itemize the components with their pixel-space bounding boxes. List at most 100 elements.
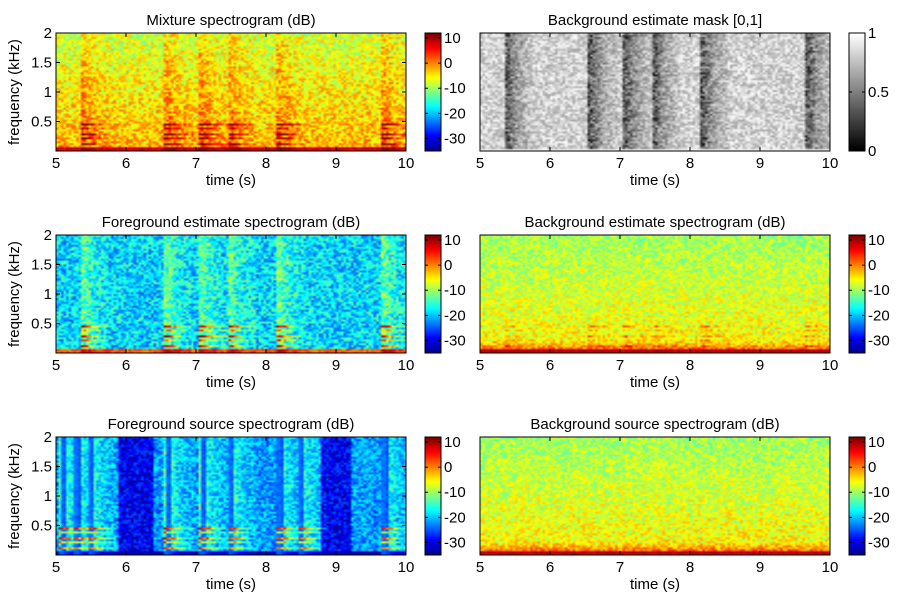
x-tick-label: 8 bbox=[686, 357, 694, 374]
colorbar-tick-label: 0.5 bbox=[868, 84, 889, 101]
colorbar-tick-label: -20 bbox=[868, 509, 890, 526]
x-tick-label: 10 bbox=[822, 357, 839, 374]
colorbar-tick-label: -30 bbox=[868, 332, 890, 349]
x-tick-label: 7 bbox=[616, 357, 624, 374]
colorbar-tick-label: -30 bbox=[444, 534, 466, 551]
subplot-title: Background estimate spectrogram (dB) bbox=[525, 214, 786, 231]
x-tick-label: 6 bbox=[546, 559, 554, 576]
x-tick-label: 10 bbox=[398, 155, 415, 172]
colorbar-tick-label: 10 bbox=[444, 232, 461, 249]
x-tick-label: 10 bbox=[398, 357, 415, 374]
x-tick-label: 7 bbox=[192, 357, 200, 374]
colorbar-gradient bbox=[425, 235, 441, 353]
colorbar-tick-label: -10 bbox=[868, 484, 890, 501]
y-tick-label: 1.5 bbox=[31, 257, 52, 274]
subplot-3: Foreground estimate spectrogram (dB) 5 6 7 8… bbox=[6, 214, 466, 391]
y-tick-label: 0.5 bbox=[31, 316, 52, 333]
x-tick-label: 5 bbox=[52, 559, 60, 576]
x-tick-label: 10 bbox=[398, 559, 415, 576]
x-tick-label: 9 bbox=[756, 155, 764, 172]
x-tick-label: 6 bbox=[546, 155, 554, 172]
y-tick-label: 0.5 bbox=[31, 518, 52, 535]
spectrogram-image bbox=[56, 33, 406, 151]
colorbar-tick-label: 10 bbox=[868, 434, 885, 451]
spectrogram-image bbox=[56, 437, 406, 555]
x-axis-label: time (s) bbox=[206, 374, 256, 391]
y-axis-label: frequency (kHz) bbox=[6, 443, 23, 549]
colorbar-tick-label: 0 bbox=[444, 55, 452, 72]
colorbar-gradient bbox=[425, 33, 441, 151]
y-tick-label: 1 bbox=[44, 84, 52, 101]
spectrogram-image bbox=[480, 437, 830, 555]
subplot-title: Background source spectrogram (dB) bbox=[530, 416, 779, 433]
x-tick-label: 5 bbox=[476, 357, 484, 374]
subplot-title: Foreground source spectrogram (dB) bbox=[108, 416, 355, 433]
colorbar-frame bbox=[424, 32, 442, 152]
colorbar-tick-label: -10 bbox=[444, 484, 466, 501]
y-tick-label: 1 bbox=[44, 488, 52, 505]
colorbar-tick-label: 0 bbox=[868, 257, 876, 274]
x-tick-label: 8 bbox=[686, 155, 694, 172]
colorbar-frame bbox=[848, 234, 866, 354]
subplot-title: Mixture spectrogram (dB) bbox=[146, 12, 315, 29]
colorbar-tick-label: 0 bbox=[444, 459, 452, 476]
x-tick-label: 6 bbox=[122, 155, 130, 172]
colorbar-gradient bbox=[425, 437, 441, 555]
colorbar-tick-label: -20 bbox=[868, 307, 890, 324]
x-axis-label: time (s) bbox=[630, 172, 680, 189]
y-axis-label: frequency (kHz) bbox=[6, 39, 23, 145]
colorbar-tick-label: -30 bbox=[868, 534, 890, 551]
x-tick-label: 9 bbox=[756, 357, 764, 374]
x-tick-label: 7 bbox=[616, 155, 624, 172]
subplot-title: Background estimate mask [0,1] bbox=[548, 12, 762, 29]
colorbar-tick-label: -30 bbox=[444, 130, 466, 147]
x-tick-label: 9 bbox=[756, 559, 764, 576]
colorbar-frame bbox=[424, 234, 442, 354]
colorbar-frame bbox=[848, 436, 866, 556]
subplot-2: Background estimate mask [0,1]5 6 7 8 9 10tim… bbox=[476, 12, 889, 189]
y-tick-label: 0.5 bbox=[31, 114, 52, 131]
x-axis-label: time (s) bbox=[630, 374, 680, 391]
colorbar-gradient bbox=[849, 437, 865, 555]
x-tick-label: 7 bbox=[616, 559, 624, 576]
x-tick-label: 7 bbox=[192, 559, 200, 576]
colorbar-tick-label: 10 bbox=[444, 30, 461, 47]
x-tick-label: 8 bbox=[262, 357, 270, 374]
colorbar-tick-label: -10 bbox=[444, 80, 466, 97]
y-tick-label: 1.5 bbox=[31, 459, 52, 476]
spectrogram-image bbox=[480, 33, 830, 151]
y-axis-label: frequency (kHz) bbox=[6, 241, 23, 347]
x-tick-label: 5 bbox=[476, 559, 484, 576]
x-tick-label: 9 bbox=[332, 559, 340, 576]
colorbar-tick-label: -20 bbox=[444, 105, 466, 122]
y-tick-label: 1.5 bbox=[31, 55, 52, 72]
x-tick-label: 8 bbox=[262, 559, 270, 576]
subplot-title: Foreground estimate spectrogram (dB) bbox=[102, 214, 360, 231]
x-axis-label: time (s) bbox=[630, 576, 680, 593]
colorbar-tick-label: -20 bbox=[444, 307, 466, 324]
colorbar-tick-label: -30 bbox=[444, 332, 466, 349]
x-axis-label: time (s) bbox=[206, 576, 256, 593]
colorbar-frame bbox=[424, 436, 442, 556]
x-tick-label: 10 bbox=[822, 155, 839, 172]
spectrogram-image bbox=[480, 235, 830, 353]
x-tick-label: 5 bbox=[52, 357, 60, 374]
x-tick-label: 6 bbox=[122, 357, 130, 374]
x-tick-label: 8 bbox=[686, 559, 694, 576]
colorbar-tick-label: 10 bbox=[444, 434, 461, 451]
y-tick-label: 2 bbox=[44, 227, 52, 244]
x-tick-label: 6 bbox=[122, 559, 130, 576]
subplot-4: Background estimate spectrogram (dB) 5 6 7 8… bbox=[476, 214, 890, 391]
colorbar-tick-label: 1 bbox=[868, 25, 876, 42]
colorbar-gradient bbox=[849, 235, 865, 353]
colorbar-tick-label: -10 bbox=[868, 282, 890, 299]
x-tick-label: 6 bbox=[546, 357, 554, 374]
plot-frame bbox=[479, 436, 831, 556]
y-tick-label: 1 bbox=[44, 286, 52, 303]
plot-frame bbox=[479, 234, 831, 354]
colorbar-tick-label: 0 bbox=[868, 459, 876, 476]
x-tick-label: 5 bbox=[52, 155, 60, 172]
colorbar-tick-label: -20 bbox=[444, 509, 466, 526]
